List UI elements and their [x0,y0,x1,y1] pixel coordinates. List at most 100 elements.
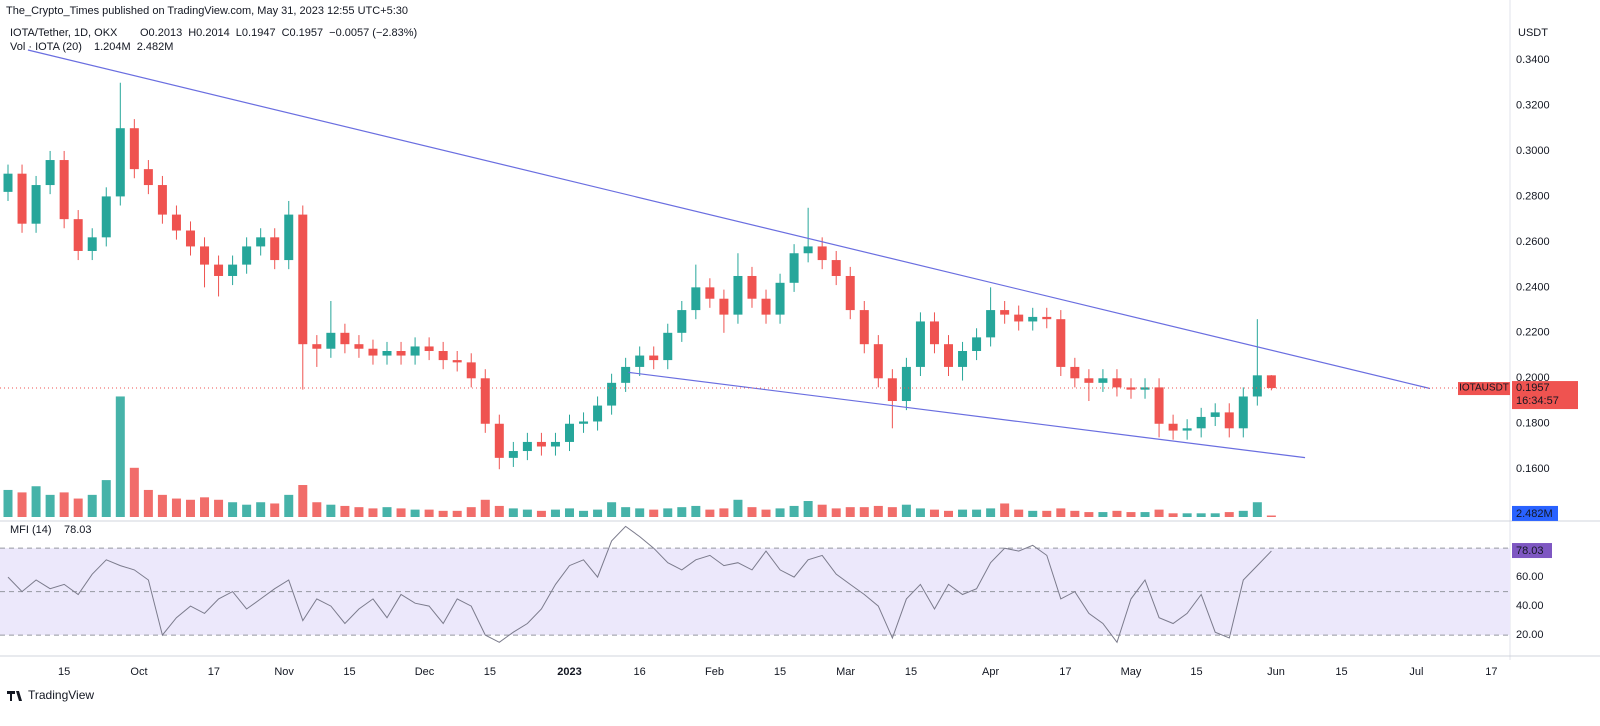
candle-body [45,160,55,186]
trendline [628,371,1306,459]
x-tick-label: 15 [905,666,917,678]
y-tick-label: 0.3200 [1516,99,1550,111]
volume-bar [845,507,855,517]
candle-body [579,421,589,424]
volume-bar [87,494,97,517]
candle-body [944,344,954,367]
candle-body [1182,428,1192,431]
candle-body [733,275,743,315]
candle-body [1154,387,1164,424]
volume-bar [508,508,518,517]
volume-bar [438,510,448,517]
x-tick-label: Jun [1267,666,1285,678]
volume-bar [143,489,153,517]
volume-bar [1042,510,1052,517]
x-tick-label: May [1121,666,1142,678]
candle-body [1056,319,1066,367]
mfi-tick-label: 40.00 [1516,600,1544,612]
volume-bar [228,502,238,517]
volume-bar [256,502,266,517]
volume-bar [45,494,55,517]
volume-bar [986,508,996,517]
x-tick-label: 15 [1190,666,1202,678]
candle-body [747,275,757,299]
logo [7,691,22,701]
volume-bar [677,507,687,517]
volume-value: 1.204M [94,41,131,53]
volume-bar [115,396,125,517]
volume-bar [901,504,911,517]
volume-bar [17,492,27,517]
volume-bar [663,508,673,517]
candle-body [424,346,434,352]
candle-body [410,346,420,356]
candle-body [929,321,939,345]
volume-bar [579,510,589,517]
volume-bar [494,505,504,517]
price-label: 0.1957 [1516,382,1550,394]
candle-body [368,348,378,356]
volume-bar [466,507,476,517]
candle-body [550,441,560,447]
candle-body [396,351,406,356]
volume-bar [284,494,294,517]
candle-body [185,230,195,247]
x-tick-label: 17 [1485,666,1497,678]
candle-body [214,264,224,276]
candle-body [831,260,841,276]
candle-body [663,332,673,361]
candle-body [677,310,687,333]
volume-bar [1154,509,1164,517]
volume-bar [1140,512,1150,517]
candle-body [242,246,252,265]
candle-body [1126,387,1136,390]
volume-bar [972,509,982,517]
volume-bar [31,486,41,517]
x-tick-label: 16 [634,666,646,678]
candle-body [1014,314,1024,322]
candle-body [256,237,266,247]
volume-bar [789,505,799,517]
x-tick-label: Jul [1409,666,1423,678]
candle-body [115,128,125,197]
candle-body [129,128,139,170]
candle-body [3,173,13,192]
volume-bar [817,504,827,517]
candle-body [312,344,322,349]
volume-bar [185,499,195,517]
volume-bar [1210,513,1220,517]
symbol-badge [1458,382,1510,396]
candle-body [1098,378,1108,383]
x-tick-label: Dec [415,666,435,678]
candle-body [354,344,364,349]
candle-body [887,378,897,402]
volume-bar [705,509,715,517]
candle-body [494,423,504,458]
volume-name: Vol · IOTA (20) [10,41,82,53]
candle-body [621,366,631,383]
candle-body [1266,375,1276,389]
candle-body [536,441,546,447]
x-tick-label: Nov [274,666,294,678]
volume-bar [607,502,617,517]
candle-body [270,237,280,261]
volume-bar [887,507,897,517]
volume-bar [747,507,757,517]
y-tick-label: 0.2200 [1516,327,1550,339]
x-tick-label: Feb [705,666,724,678]
volume-bar [452,510,462,517]
volume-bar [368,508,378,517]
candle-body [873,344,883,379]
volume-bar [621,507,631,517]
candle-body [958,351,968,367]
volume-ma-badge [1512,505,1558,521]
candle-body [1238,396,1248,429]
volume-bar [101,480,111,517]
y-tick-label: 0.1600 [1516,463,1550,475]
volume-bar [1238,510,1248,517]
candle-body [972,337,982,352]
mfi-badge-label: 78.03 [1516,545,1544,557]
candle-body [31,185,41,224]
volume-bar [536,510,546,517]
x-tick-label: Apr [982,666,999,678]
